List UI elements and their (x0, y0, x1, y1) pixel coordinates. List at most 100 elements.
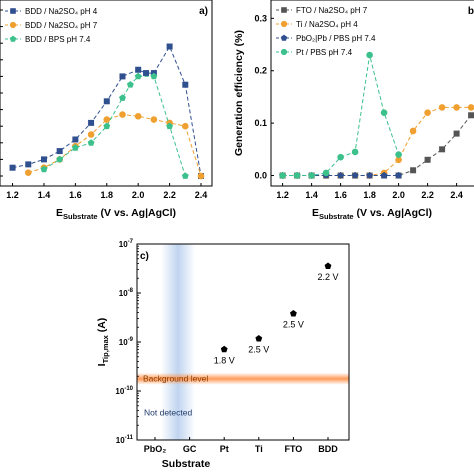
panel-a-legend-label: BDD / BPS pH 7.4 (25, 35, 91, 44)
panel-b-data-point (410, 167, 417, 174)
panel-a-data-point (71, 144, 79, 151)
panel-b-data-point (366, 171, 374, 179)
panel-b-data-point (395, 156, 402, 164)
panel-b-x-tick-label: 1.2 (276, 190, 289, 200)
panel-a-data-point (150, 116, 158, 123)
panel-a-data-point (150, 72, 158, 80)
panel-c-panel-label: c) (140, 251, 149, 262)
panel-b-series-line-0 (282, 114, 472, 177)
panel-b-data-point (409, 127, 417, 135)
panel-b-legend-marker (280, 20, 288, 28)
panel-a-x-tick-label: 1.4 (38, 190, 51, 200)
panel-b-x-tick-label: 1.4 (305, 190, 318, 200)
panel-a-data-point (119, 94, 126, 101)
panel-a-data-point (24, 169, 32, 176)
panel-c-chart: Background level Not detected 10-11 10-10 10… (96, 239, 350, 470)
panel-a-data-point (166, 43, 173, 50)
panel-a-data-point (103, 122, 111, 130)
panel-a-x-axis-label: ESubstrate (V vs. Ag|AgCl) (56, 207, 176, 221)
panel-c-x-axis-label: Substrate (162, 458, 211, 470)
panel-a-data-point (103, 98, 110, 105)
panel-a-data-point (143, 70, 150, 77)
panel-c-x-tick-label: Ti (255, 444, 263, 454)
panel-a-chart: 1.2 1.4 1.6 1.8 2.0 2.2 2.4 ESubstrate (V vs. A… (0, 0, 213, 221)
panel-b-data-point (439, 146, 446, 153)
panel-c-data-point (289, 309, 297, 317)
not-detected-band (161, 244, 195, 440)
panel-b-x-tick-label: 1.6 (334, 190, 347, 200)
panel-b-legend-marker (280, 34, 288, 41)
panel-c-y-tick-label: 10-8 (119, 288, 134, 298)
panel-b-data-point (424, 109, 431, 116)
panel-b-data-point (453, 104, 460, 111)
panel-a-data-point (40, 156, 47, 163)
panel-b-chart: 1.2 1.4 1.6 1.8 2.0 2.2 2.4 0.0 0.1 0.2 0.3 ESubstr… (233, 0, 474, 221)
panel-c-x-tick-label: PbO₂ (144, 444, 167, 454)
panel-c-data-point (255, 334, 263, 342)
panel-b-data-point (351, 148, 359, 156)
panel-b-data-point (468, 112, 474, 119)
panel-b-data-point (467, 104, 474, 111)
panel-a-x-tick-label: 1.2 (6, 190, 19, 200)
panel-a-data-point (181, 172, 189, 179)
not-detected-label: Not detected (144, 408, 192, 418)
panel-c-y-tick-label: 10-10 (115, 386, 133, 396)
panel-b-legend-marker (281, 7, 287, 13)
panel-a-data-point (87, 131, 95, 138)
panel-b-x-axis-label: ESubstrate (V vs. Ag|AgCl) (312, 207, 432, 221)
panel-a-data-point (56, 155, 64, 163)
panel-a-data-point (166, 122, 174, 130)
panel-b-data-point (293, 172, 301, 179)
panel-a-series-layer (9, 43, 205, 180)
panel-b-legend: FTO / Na2SO₄ pH 7 Ti / Na2SO₄ pH 4 PbO₂|Pb… (276, 6, 376, 57)
panel-a-series-line-0 (12, 45, 202, 177)
panel-c-data-label: 1.8 V (214, 355, 235, 365)
panel-b-y-tick-label: 0.3 (254, 13, 267, 23)
panel-b-y-tick-label: 0.1 (254, 118, 267, 128)
panel-a-legend-label: BDD / Na2SO₄ pH 7 (25, 21, 98, 30)
panel-c-y-axis-label: ITip,max (A) (96, 318, 110, 367)
panel-a-data-point (88, 119, 95, 126)
panel-b-data-point (438, 104, 446, 111)
panel-c-data-label: 2.2 V (317, 272, 338, 282)
panel-b-panel-label: b (468, 6, 474, 17)
panel-c-data-point (220, 345, 228, 353)
panel-a-legend-marker (10, 8, 16, 14)
panel-a-legend-marker (9, 21, 17, 29)
panel-b-data-point (395, 151, 402, 158)
panel-c-y-tick-label: 10-11 (116, 435, 134, 445)
panel-c-data-label: 2.5 V (248, 345, 269, 355)
panel-b-y-tick-label: 0.2 (254, 66, 267, 76)
panel-b-y-axis-label: Generation efficiency (%) (233, 30, 245, 156)
panel-a-data-point (9, 164, 16, 171)
panel-a-x-tick-label: 1.8 (101, 190, 114, 200)
panel-b-series-line-1 (282, 106, 472, 177)
panel-a-legend-marker (9, 35, 17, 42)
panel-c-data-label: 2.5 V (283, 320, 304, 330)
panel-b-data-point (337, 171, 345, 179)
panel-a-series-line-2 (43, 75, 186, 177)
panel-b-data-point (380, 109, 388, 116)
panel-a-data-point (197, 172, 205, 180)
panel-b-legend-label: Pt / PBS pH 7.4 (296, 48, 353, 57)
panel-b-plot-frame (270, 0, 474, 187)
panel-b-data-point (337, 153, 344, 161)
panel-a-data-point (119, 111, 126, 118)
panel-a-plot-frame (0, 0, 213, 187)
background-level-label: Background level (143, 373, 208, 383)
panel-a-x-tick-label: 2.0 (132, 190, 145, 200)
panel-b-legend-label: PbO₂|Pb / PBS pH 7.4 (296, 34, 376, 43)
panel-c-data-point (324, 262, 332, 269)
panel-b-data-point (395, 171, 403, 179)
panel-b-legend-marker (280, 48, 288, 56)
panel-a-data-point (72, 136, 79, 143)
panel-b-series-layer (279, 51, 474, 179)
panel-a-data-point (135, 66, 142, 73)
panel-a-data-point (87, 139, 95, 146)
panel-b-legend-label: Ti / Na2SO₄ pH 4 (296, 20, 358, 29)
panel-b-data-point (308, 172, 315, 179)
panel-b-x-tick-label: 1.8 (363, 190, 376, 200)
panel-c-y-tick-label: 10-7 (119, 239, 134, 249)
panel-b-x-tick-label: 2.0 (392, 190, 405, 200)
